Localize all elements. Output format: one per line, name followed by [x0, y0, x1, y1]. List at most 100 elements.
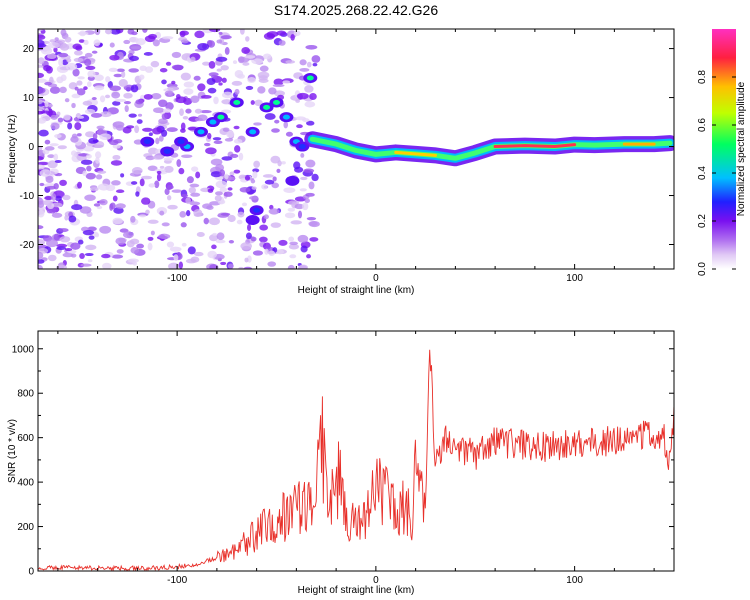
spectrogram-cell — [271, 128, 280, 133]
spectrogram-cell — [162, 108, 172, 113]
spectrogram-cell — [289, 241, 299, 246]
spectrogram-cell — [100, 111, 112, 118]
spectrogram-cell — [49, 143, 59, 147]
spectrogram-cell — [158, 118, 168, 125]
spectrogram-cell — [194, 108, 203, 114]
spectrogram-cell — [221, 156, 233, 161]
spectrogram-cell — [75, 45, 83, 51]
spectrogram-cell — [268, 87, 277, 95]
spectrogram-cell — [123, 39, 131, 45]
spectrogram-cell — [73, 50, 83, 56]
colorbar-tick-label: 0.2 — [697, 214, 708, 228]
spectrogram-cell — [171, 64, 184, 70]
spectrogram-cell — [144, 66, 154, 73]
spectrogram-cell — [138, 214, 147, 218]
spectrogram-cell — [234, 88, 240, 95]
spectrogram-cell — [97, 170, 107, 174]
spectrogram-cell — [84, 58, 92, 67]
spectrogram-cell — [87, 70, 96, 78]
spectrogram-cell — [302, 202, 309, 211]
spectrogram-cell — [130, 246, 140, 254]
spectrogram-cell — [153, 107, 164, 114]
spectrogram-cell — [40, 110, 51, 114]
spectrogram-cell — [84, 252, 94, 257]
spectrogram-cell — [193, 75, 201, 81]
spectrogram-cell — [56, 243, 68, 248]
spectrogram-cell — [77, 76, 85, 80]
spectrogram-cell — [180, 222, 187, 228]
spectrogram-cell — [207, 87, 217, 94]
spectrogram-cell — [173, 254, 179, 262]
y-tick-label: 600 — [17, 433, 34, 444]
spectrogram-cell — [150, 230, 155, 236]
spectrogram-cell — [44, 196, 53, 201]
spectrogram-cell — [203, 217, 209, 225]
spectrogram-cell — [250, 236, 257, 242]
spectrogram-cell — [71, 102, 76, 109]
spectrogram-cell — [221, 77, 227, 83]
spectrogram-cell — [104, 29, 113, 35]
spectrogram-cell — [122, 126, 132, 134]
spectrogram-cell — [110, 160, 123, 166]
spectrogram-cell — [164, 165, 174, 173]
spectrogram-cell — [270, 155, 281, 164]
spectrogram-cell — [229, 171, 235, 176]
spectrogram-cell — [210, 158, 223, 166]
spectrogram-cell — [38, 87, 46, 94]
spectrogram-cell — [143, 139, 151, 145]
spectrogram-marks — [38, 29, 674, 269]
spectrogram-cell — [218, 82, 223, 86]
spectrogram-cell — [217, 114, 225, 120]
spectrogram-cell — [179, 210, 187, 218]
spectrogram-ridge-peak — [493, 143, 577, 149]
spectrogram-cell — [219, 169, 226, 177]
spectrogram-cell — [232, 60, 238, 65]
spectrogram-cell — [188, 186, 196, 194]
spectrogram-cell — [71, 204, 83, 211]
spectrogram-cell — [250, 100, 255, 105]
spectrogram-cell — [163, 157, 174, 162]
spectrogram-cell — [148, 183, 156, 188]
spectrogram-cell — [38, 161, 49, 166]
spectrogram-cell — [82, 100, 93, 106]
spectrogram-cell — [312, 62, 318, 67]
spectrogram-cell — [215, 56, 228, 62]
spectrogram-cell — [253, 207, 261, 213]
spectrogram-cell — [226, 130, 235, 138]
spectrogram-cell — [234, 70, 244, 78]
spectrogram-cell — [244, 257, 249, 263]
x-tick-label: -100 — [167, 575, 187, 586]
spectrogram-cell — [216, 232, 225, 241]
spectrogram-cell — [273, 90, 285, 97]
spectrogram-ridge-inner — [309, 136, 673, 161]
spectrogram-cell — [156, 170, 162, 174]
spectrogram-cell — [99, 95, 106, 103]
spectrogram-cell — [46, 185, 56, 190]
spectrogram-cell — [86, 81, 92, 88]
spectrogram-cell — [251, 186, 257, 190]
spectrogram-cell — [79, 30, 86, 37]
spectrogram-cell — [143, 93, 153, 100]
spectrogram-cell — [111, 180, 121, 186]
spectrogram-cell — [96, 205, 103, 210]
snr-xlabel: Height of straight line (km) — [298, 585, 415, 596]
spectrogram-cell — [287, 264, 295, 269]
spectrogram-cell — [53, 233, 60, 241]
spectrogram-cell — [85, 244, 97, 251]
spectrogram-cell — [46, 239, 58, 248]
spectrogram-cell — [135, 191, 140, 197]
spectrogram-cell — [130, 46, 142, 50]
spectrogram-cell — [262, 53, 272, 60]
spectrogram-cell — [58, 228, 69, 233]
spectrogram-cell — [123, 100, 132, 105]
spectrogram-cell — [295, 99, 300, 103]
spectrogram-cell — [297, 210, 303, 219]
spectrogram-cell — [308, 181, 315, 190]
spectrogram-cell — [38, 29, 45, 32]
spectrogram-cell — [295, 116, 306, 121]
spectrogram-cell — [87, 226, 97, 232]
spectrogram-cell — [190, 56, 196, 62]
spectrogram-cell — [169, 246, 182, 252]
